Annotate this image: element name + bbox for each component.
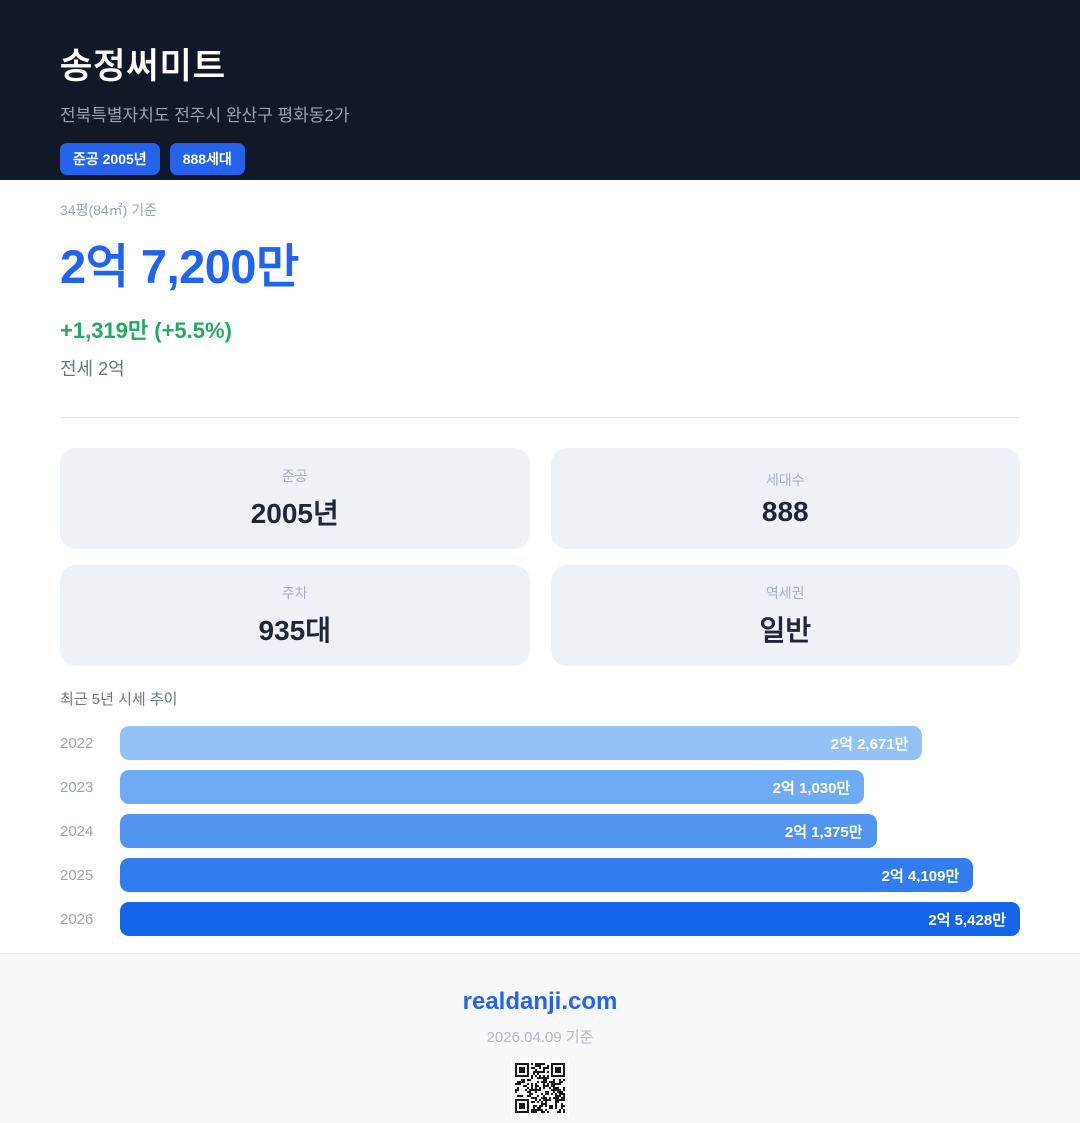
chart-bar-track: 2억 1,030만 — [120, 770, 1020, 804]
header-badge: 준공 2005년 — [60, 143, 160, 175]
chart-row: 2024 2억 1,375만 — [60, 809, 1020, 853]
header-badge: 888세대 — [169, 143, 245, 175]
jeonse-price: 전세 2억 — [60, 359, 125, 379]
current-price: 2억 7,200만 — [60, 240, 299, 293]
website-link[interactable]: realdanji.com — [462, 988, 618, 1015]
chart-bar-track: 2억 2,671만 — [120, 726, 1020, 760]
complex-title: 송정써미트 — [60, 47, 227, 86]
chart-bar-value: 2억 4,109만 — [881, 867, 960, 885]
chart-row: 2023 2억 1,030만 — [60, 765, 1020, 809]
price-section: 34평(84㎡) 기준 2억 7,200만 +1,319만 (+5.5%) 전세… — [60, 180, 1020, 381]
reference-date: 2026.04.09 기준 — [486, 1029, 594, 1046]
chart-year-label: 2024 — [60, 822, 94, 840]
chart-year-label: 2022 — [60, 734, 94, 752]
info-card-value: 2005년 — [250, 497, 339, 529]
chart-rows: 2022 2억 2,671만 2023 2억 1,030만 2024 2억 1,375만 2… — [60, 721, 1020, 941]
chart-bar-value: 2억 2,671만 — [830, 735, 909, 753]
chart-bar-value: 2억 5,428만 — [928, 911, 1006, 929]
chart-row: 2022 2억 2,671만 — [60, 721, 1020, 765]
footer: realdanji.com 2026.04.09 기준 — [0, 953, 1080, 1123]
chart-bar: 2억 2,671만 — [120, 726, 923, 760]
info-card: 주차 935대 — [60, 565, 530, 666]
info-card: 세대수 888 — [550, 448, 1020, 549]
header: 송정써미트 전북특별자치도 전주시 완산구 평화동2가 준공 2005년 888세… — [0, 0, 1080, 180]
info-card-label: 역세권 — [765, 584, 805, 601]
chart-bar-value: 2억 1,375만 — [784, 823, 863, 841]
divider — [60, 417, 1020, 418]
chart-year-label: 2026 — [60, 910, 94, 928]
badge-list: 준공 2005년 888세대 — [60, 143, 1020, 175]
chart-bar-track: 2억 1,375만 — [120, 814, 1020, 848]
qr-code — [511, 1059, 569, 1117]
chart-bar-track: 2억 4,109만 — [120, 858, 1020, 892]
info-card-label: 주차 — [281, 584, 308, 601]
price-basis: 34평(84㎡) 기준 — [60, 202, 157, 218]
chart-bar-value: 2억 1,030만 — [772, 779, 851, 797]
chart-year-label: 2023 — [60, 778, 94, 796]
price-change: +1,319만 (+5.5%) — [60, 318, 232, 343]
chart-bar: 2억 4,109만 — [120, 858, 974, 892]
chart-bar: 2억 5,428만 — [120, 902, 1020, 936]
chart-row: 2025 2억 4,109만 — [60, 853, 1020, 897]
qr-wrap — [0, 1059, 1080, 1117]
info-card-value: 일반 — [759, 614, 812, 646]
chart-bar: 2억 1,030만 — [120, 770, 865, 804]
price-trend-chart: 최근 5년 시세 추이 2022 2억 2,671만 2023 2억 1,030만 20… — [60, 688, 1020, 941]
info-card-label: 준공 — [281, 467, 308, 484]
chart-year-label: 2025 — [60, 866, 94, 884]
chart-bar: 2억 1,375만 — [120, 814, 877, 848]
info-card-value: 935대 — [258, 614, 331, 646]
info-card-value: 888 — [761, 495, 809, 527]
complex-address: 전북특별자치도 전주시 완산구 평화동2가 — [60, 106, 350, 125]
info-card: 준공 2005년 — [60, 448, 530, 549]
chart-title: 최근 5년 시세 추이 — [60, 691, 178, 708]
chart-bar-track: 2억 5,428만 — [120, 902, 1020, 936]
chart-row: 2026 2억 5,428만 — [60, 897, 1020, 941]
info-card-label: 세대수 — [765, 471, 805, 488]
main-content: 34평(84㎡) 기준 2억 7,200만 +1,319만 (+5.5%) 전세… — [0, 180, 1080, 941]
